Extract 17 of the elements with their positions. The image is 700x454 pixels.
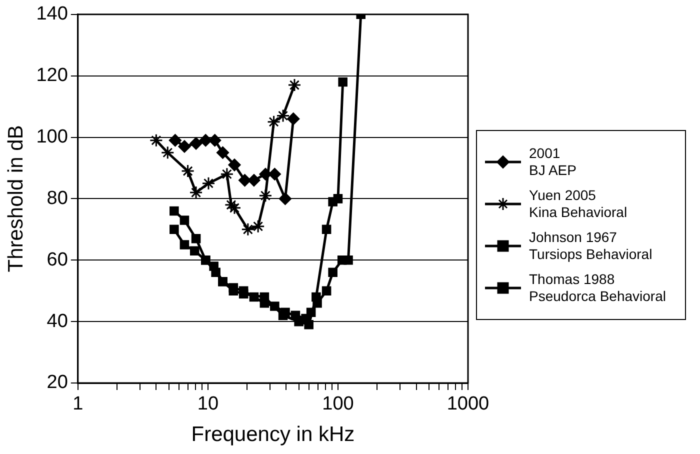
y-tick-label: 120 xyxy=(36,65,68,86)
y-tick-label: 20 xyxy=(46,372,68,394)
legend-label: Johnson 1967 Tursiops Behavioral xyxy=(529,229,652,263)
y-axis-title: Threshold in dB xyxy=(4,125,28,272)
y-tick-label: 140 xyxy=(36,4,68,25)
legend-label: 2001 BJ AEP xyxy=(529,145,576,179)
legend-label: Thomas 1988 Pseudorca Behavioral xyxy=(529,271,666,305)
x-tick-label: 1 xyxy=(72,394,84,415)
x-tick-label: 1000 xyxy=(446,394,490,415)
x-tick-label: 100 xyxy=(322,394,354,415)
x-axis-title: Frequency in kHz xyxy=(191,423,355,446)
y-tick-label: 40 xyxy=(46,310,68,332)
y-tick-label: 60 xyxy=(46,249,68,270)
x-tick-label: 10 xyxy=(197,394,219,415)
y-tick-label: 80 xyxy=(46,188,68,209)
legend-label: Yuen 2005 Kina Behavioral xyxy=(529,187,628,221)
y-tick-label: 100 xyxy=(36,126,68,148)
